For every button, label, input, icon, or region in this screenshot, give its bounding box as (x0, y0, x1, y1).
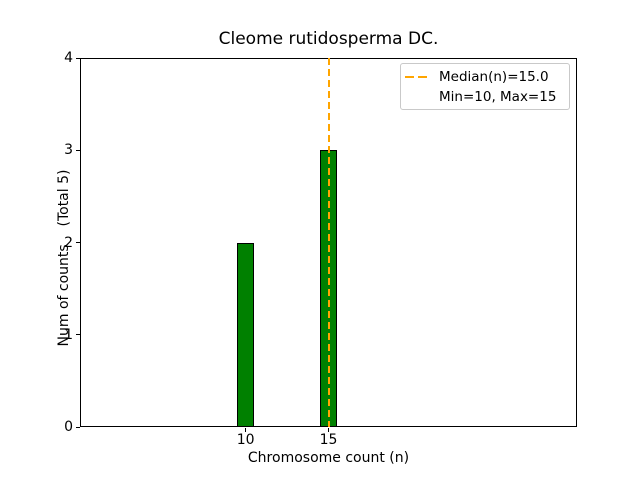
y-axis-label-text: Num of counts (Total 5) (55, 169, 72, 347)
chart-title: Cleome rutidosperma DC. (218, 29, 439, 49)
x-tick-label: 15 (319, 432, 338, 448)
median-line (327, 58, 330, 427)
y-tick-mark (76, 426, 80, 428)
legend-entry-minmax: Min=10, Max=15 (405, 87, 565, 107)
y-tick-mark (76, 242, 80, 243)
y-tick-label: 4 (64, 50, 73, 66)
x-tick-mark (328, 428, 329, 432)
bar (237, 242, 254, 427)
x-tick-label: 10 (236, 432, 255, 448)
x-axis-label: Chromosome count (n) (247, 450, 410, 466)
y-tick-mark (76, 149, 80, 151)
y-tick-label: 1 (64, 326, 73, 343)
legend-entry-median: Median(n)=15.0 (405, 67, 565, 87)
y-tick-label: 2 (64, 234, 73, 251)
legend-label-minmax: Min=10, Max=15 (439, 89, 557, 105)
y-tick-mark (76, 334, 80, 336)
dashed-line-icon (405, 76, 430, 78)
legend: Median(n)=15.0 Min=10, Max=15 (400, 63, 570, 110)
legend-sample-blank (405, 96, 430, 98)
y-tick-label: 3 (64, 142, 73, 159)
x-tick-mark (245, 428, 247, 432)
y-tick-mark (76, 57, 80, 59)
legend-label-median: Median(n)=15.0 (439, 69, 549, 85)
y-tick-label: 0 (64, 419, 73, 435)
